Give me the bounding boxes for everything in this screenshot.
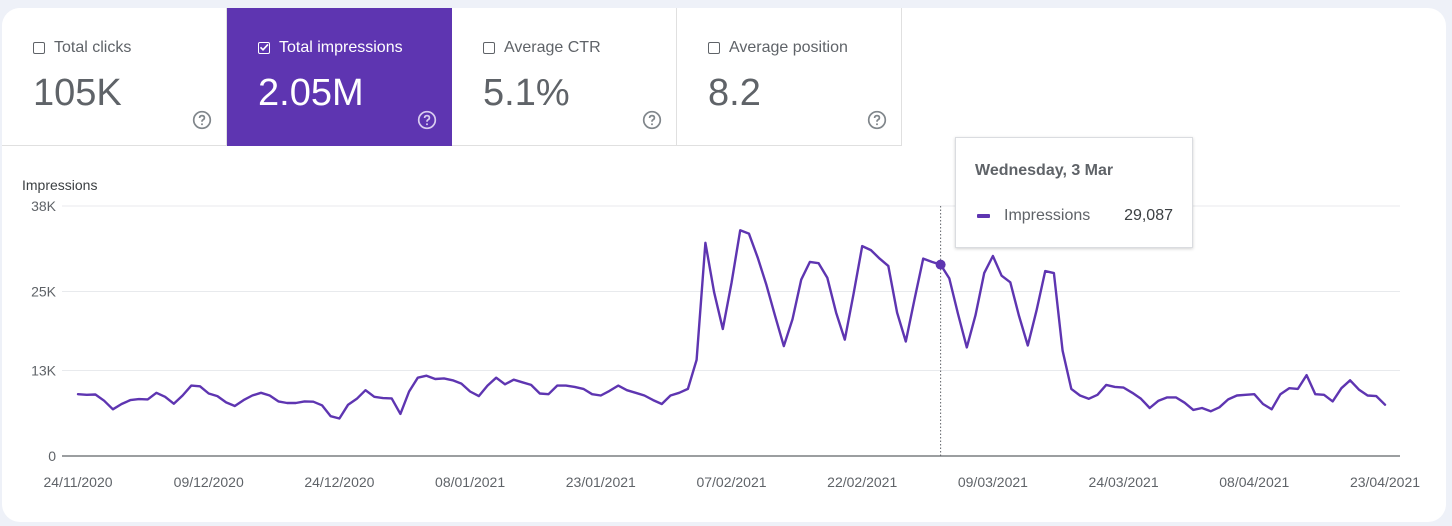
x-tick-label: 23/04/2021	[1350, 474, 1420, 490]
x-tick-label: 24/12/2020	[304, 474, 374, 490]
x-tick-label: 07/02/2021	[696, 474, 766, 490]
impressions-series-line	[76, 229, 1387, 420]
help-icon[interactable]	[417, 110, 437, 130]
x-tick-label: 22/02/2021	[827, 474, 897, 490]
tooltip-date: Wednesday, 3 Mar	[975, 162, 1114, 179]
highlight-point	[935, 259, 946, 270]
card-value: 105K	[33, 72, 122, 114]
tooltip-series-name: Impressions	[1004, 207, 1091, 224]
help-icon[interactable]	[642, 110, 662, 130]
card-total-impressions[interactable]: Total impressions 2.05M	[227, 8, 452, 146]
x-tick-label: 08/04/2021	[1219, 474, 1289, 490]
help-icon[interactable]	[867, 110, 887, 130]
card-header: Average CTR	[483, 39, 601, 57]
card-value: 8.2	[708, 72, 761, 114]
x-tick-label: 09/03/2021	[958, 474, 1028, 490]
chart-tooltip: Wednesday, 3 Mar Impressions 29,087	[955, 137, 1193, 248]
metric-cards: Total clicks 105K Total impressions 2.05…	[2, 8, 902, 146]
card-value: 5.1%	[483, 72, 570, 114]
checkbox-checked-icon[interactable]	[258, 42, 270, 54]
card-label: Average CTR	[504, 39, 601, 56]
card-header: Total clicks	[33, 39, 131, 57]
card-label: Average position	[729, 39, 848, 56]
checkbox-icon[interactable]	[33, 42, 45, 54]
x-tick-label: 09/12/2020	[174, 474, 244, 490]
card-total-clicks[interactable]: Total clicks 105K	[2, 8, 227, 146]
x-tick-label: 08/01/2021	[435, 474, 505, 490]
card-average-ctr[interactable]: Average CTR 5.1%	[452, 8, 677, 146]
help-icon[interactable]	[192, 110, 212, 130]
card-header: Average position	[708, 39, 848, 57]
x-tick-label: 24/11/2020	[43, 474, 112, 490]
card-header: Total impressions	[258, 39, 403, 57]
card-average-position[interactable]: Average position 8.2	[677, 8, 902, 146]
checkbox-icon[interactable]	[708, 42, 720, 54]
y-tick-label: 38K	[31, 198, 57, 214]
card-label: Total clicks	[54, 39, 132, 56]
y-tick-label: 25K	[31, 284, 57, 300]
y-tick-label: 0	[48, 448, 56, 464]
x-tick-label: 23/01/2021	[566, 474, 636, 490]
y-tick-label: 13K	[31, 362, 57, 378]
x-tick-label: 24/03/2021	[1089, 474, 1159, 490]
card-value: 2.05M	[258, 72, 364, 114]
y-axis-title: Impressions	[22, 177, 98, 193]
check-icon	[259, 43, 269, 52]
series-swatch	[977, 214, 990, 218]
checkbox-icon[interactable]	[483, 42, 495, 54]
tooltip-value: 29,087	[1124, 207, 1173, 224]
card-label: Total impressions	[279, 39, 403, 56]
